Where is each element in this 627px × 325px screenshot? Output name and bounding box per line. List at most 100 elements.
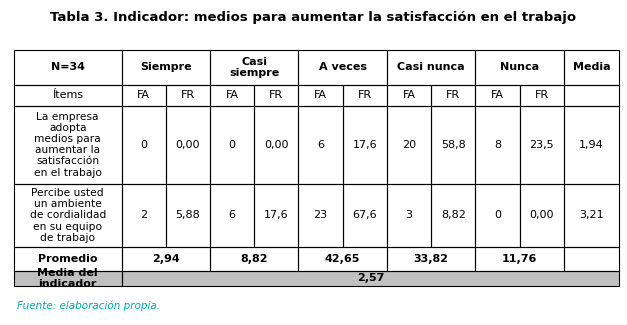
Text: FR: FR: [358, 90, 372, 100]
Bar: [564, 106, 619, 184]
Bar: [431, 106, 475, 184]
Text: 33,82: 33,82: [414, 254, 448, 264]
Bar: [343, 184, 387, 247]
Bar: [564, 184, 619, 247]
Text: FR: FR: [535, 90, 549, 100]
Bar: [298, 50, 387, 84]
Bar: [564, 247, 619, 271]
Bar: [210, 50, 298, 84]
Text: 8,82: 8,82: [441, 210, 466, 220]
Text: FA: FA: [137, 90, 150, 100]
Bar: [255, 106, 298, 184]
Bar: [14, 271, 122, 286]
Bar: [387, 50, 475, 84]
Text: FR: FR: [269, 90, 283, 100]
Text: 2,94: 2,94: [152, 254, 180, 264]
Bar: [298, 247, 387, 271]
Bar: [210, 106, 255, 184]
Bar: [14, 106, 122, 184]
Text: 58,8: 58,8: [441, 140, 466, 150]
Bar: [475, 84, 520, 106]
Text: La empresa
adopta
medios para
aumentar la
satisfacción
en el trabajo: La empresa adopta medios para aumentar l…: [34, 111, 102, 178]
Text: Percibe usted
un ambiente
de cordialidad
en su equipo
de trabajo: Percibe usted un ambiente de cordialidad…: [29, 188, 106, 243]
Bar: [520, 84, 564, 106]
Bar: [14, 50, 122, 84]
Text: Siempre: Siempre: [140, 62, 192, 72]
Text: 0,00: 0,00: [176, 140, 200, 150]
Text: 2: 2: [140, 210, 147, 220]
Text: 0: 0: [229, 140, 236, 150]
Bar: [122, 271, 619, 286]
Text: Media: Media: [573, 62, 611, 72]
Text: Promedio: Promedio: [38, 254, 97, 264]
Bar: [564, 84, 619, 106]
Text: 42,65: 42,65: [325, 254, 361, 264]
Bar: [475, 184, 520, 247]
Text: 3: 3: [406, 210, 413, 220]
Bar: [122, 247, 210, 271]
Bar: [475, 50, 564, 84]
Text: 0,00: 0,00: [264, 140, 288, 150]
Bar: [343, 84, 387, 106]
Bar: [520, 106, 564, 184]
Text: 2,57: 2,57: [357, 273, 384, 283]
Text: FR: FR: [446, 90, 460, 100]
Text: Fuente: elaboración propia.: Fuente: elaboración propia.: [17, 301, 160, 311]
Bar: [122, 84, 166, 106]
Text: 8: 8: [494, 140, 501, 150]
Bar: [14, 84, 122, 106]
Bar: [298, 84, 343, 106]
Bar: [122, 184, 166, 247]
Bar: [387, 84, 431, 106]
Bar: [387, 184, 431, 247]
Text: 23: 23: [314, 210, 328, 220]
Text: 17,6: 17,6: [264, 210, 288, 220]
Text: 8,82: 8,82: [241, 254, 268, 264]
Text: 11,76: 11,76: [502, 254, 537, 264]
Text: 6: 6: [229, 210, 236, 220]
Text: FA: FA: [403, 90, 416, 100]
Text: 20: 20: [402, 140, 416, 150]
Text: 6: 6: [317, 140, 324, 150]
Text: 0,00: 0,00: [529, 210, 554, 220]
Text: N=34: N=34: [51, 62, 85, 72]
Text: FA: FA: [491, 90, 504, 100]
Text: Casi nunca: Casi nunca: [398, 62, 465, 72]
Bar: [166, 106, 210, 184]
Text: FR: FR: [181, 90, 195, 100]
Text: A veces: A veces: [319, 62, 367, 72]
Text: 67,6: 67,6: [352, 210, 377, 220]
Bar: [166, 84, 210, 106]
Bar: [14, 247, 122, 271]
Bar: [298, 184, 343, 247]
Text: Casi
siempre: Casi siempre: [229, 57, 280, 78]
Text: FA: FA: [226, 90, 239, 100]
Bar: [564, 50, 619, 84]
Bar: [431, 184, 475, 247]
Text: 1,94: 1,94: [579, 140, 604, 150]
Text: Ítems: Ítems: [52, 90, 83, 100]
Bar: [431, 84, 475, 106]
Bar: [166, 184, 210, 247]
Text: 23,5: 23,5: [529, 140, 554, 150]
Text: 5,88: 5,88: [176, 210, 200, 220]
Bar: [210, 84, 255, 106]
Bar: [255, 84, 298, 106]
Bar: [343, 106, 387, 184]
Text: Nunca: Nunca: [500, 62, 539, 72]
Text: FA: FA: [314, 90, 327, 100]
Bar: [210, 184, 255, 247]
Text: 0: 0: [140, 140, 147, 150]
Text: Media del
indicador: Media del indicador: [38, 268, 98, 289]
Bar: [210, 247, 298, 271]
Bar: [520, 184, 564, 247]
Bar: [387, 247, 475, 271]
Text: 17,6: 17,6: [352, 140, 377, 150]
Text: 3,21: 3,21: [579, 210, 604, 220]
Text: 0: 0: [494, 210, 501, 220]
Bar: [14, 184, 122, 247]
Bar: [475, 106, 520, 184]
Bar: [122, 106, 166, 184]
Bar: [14, 271, 122, 286]
Bar: [122, 271, 619, 286]
